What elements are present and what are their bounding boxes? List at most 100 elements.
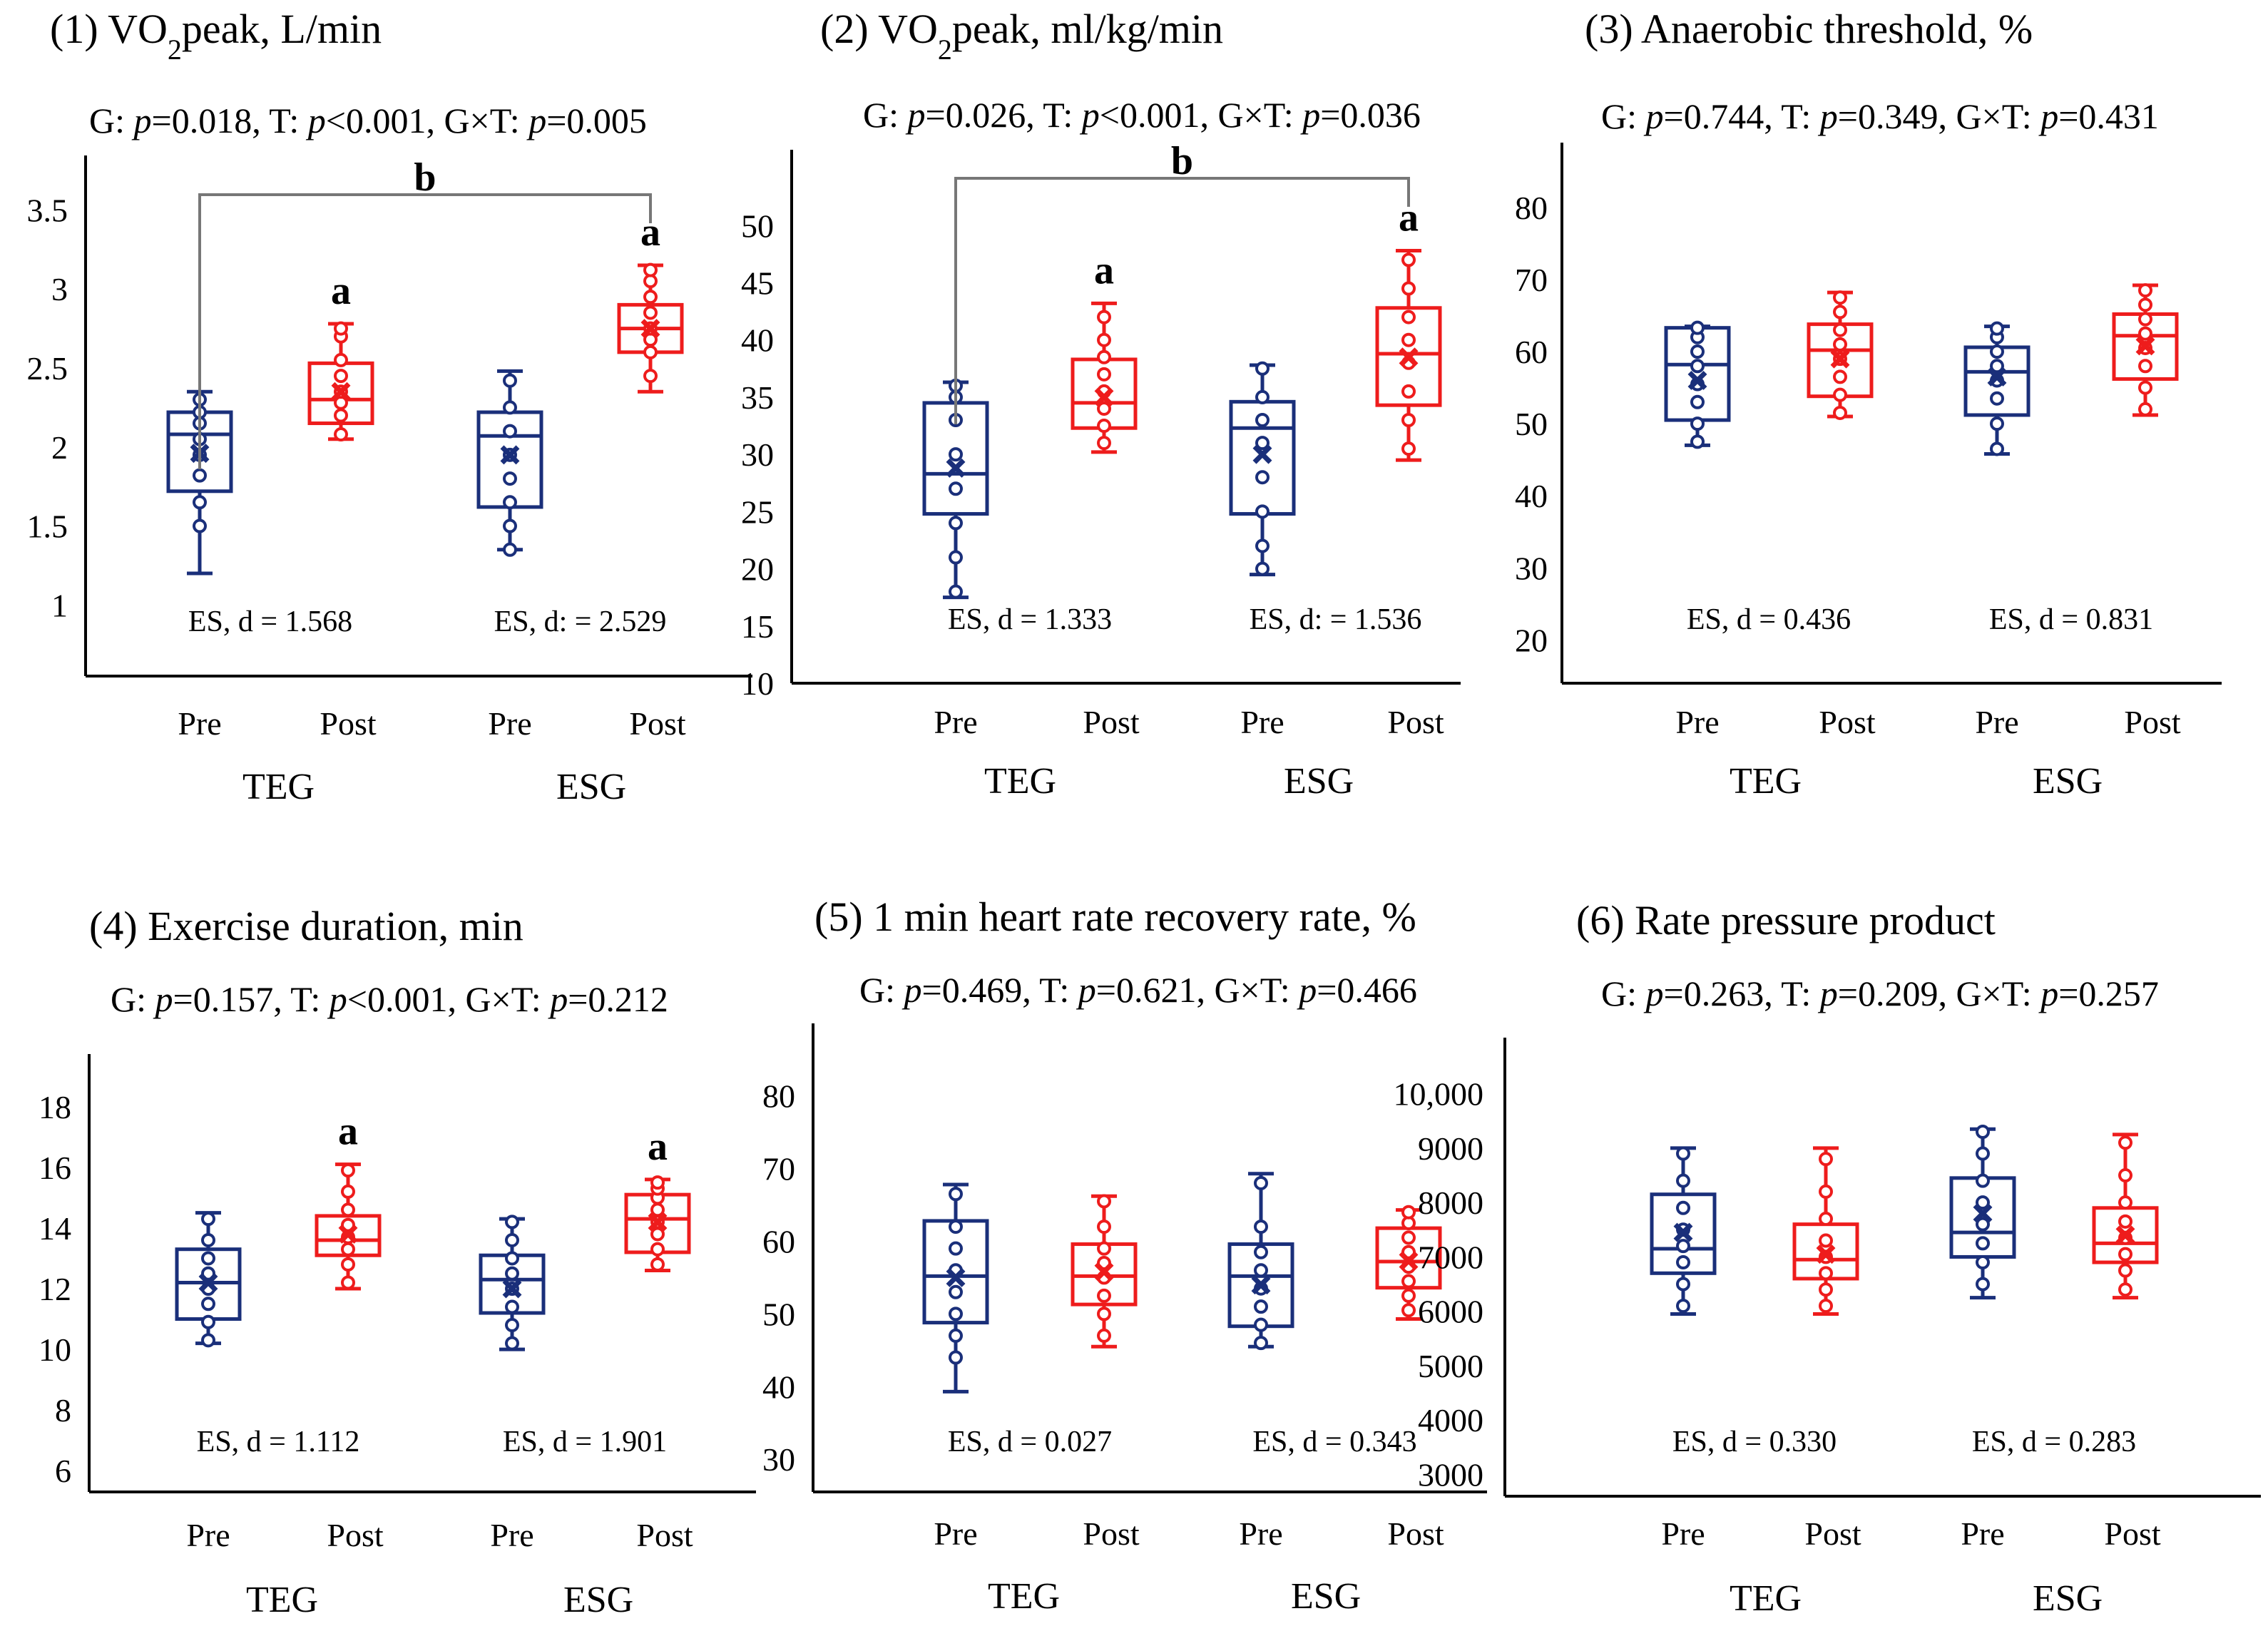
data-point xyxy=(1990,359,2004,374)
data-point xyxy=(1255,361,1270,376)
pre-label: Pre xyxy=(1661,1515,1705,1552)
data-point xyxy=(1401,1288,1416,1303)
y-tick-label: 60 xyxy=(1515,334,1548,370)
y-tick-label: 3 xyxy=(51,271,68,307)
data-point xyxy=(650,1242,665,1257)
esg-pre-box xyxy=(1963,321,2031,456)
data-point xyxy=(1097,436,1111,451)
sig-a-label: a xyxy=(331,269,351,313)
sig-b-label: b xyxy=(1171,139,1193,183)
esg-pre-box xyxy=(1949,1125,2016,1300)
data-point xyxy=(1255,413,1270,427)
mean-marker xyxy=(1816,1244,1836,1264)
data-point xyxy=(650,1257,665,1272)
data-point xyxy=(1819,1184,1833,1199)
data-point xyxy=(1097,367,1111,382)
y-tick-label: 18 xyxy=(39,1089,71,1125)
y-tick-label: 6 xyxy=(55,1453,71,1489)
data-point xyxy=(1097,1307,1111,1321)
sig-b-label: b xyxy=(414,155,436,200)
stats-line: G: p=0.744, T: p=0.349, G×T: p=0.431 xyxy=(1601,96,2159,136)
data-point xyxy=(1690,416,1705,431)
data-point xyxy=(201,1251,215,1266)
y-tick-label: 50 xyxy=(1515,406,1548,442)
mean-marker xyxy=(1252,444,1272,464)
data-point xyxy=(1097,1328,1111,1343)
mean-marker xyxy=(1687,370,1707,390)
data-point xyxy=(1976,1277,1990,1292)
data-point xyxy=(1819,1266,1833,1281)
stats-line: G: p=0.469, T: p=0.621, G×T: p=0.466 xyxy=(859,970,1417,1010)
data-point xyxy=(2118,1282,2132,1297)
panel-1: (1) VO2peak, L/min G: p=0.018, T: p<0.001… xyxy=(27,6,752,807)
mean-marker xyxy=(2115,1225,2135,1245)
esg-post-box xyxy=(2092,1132,2159,1300)
data-point xyxy=(201,1232,215,1247)
data-point xyxy=(1676,1173,1690,1188)
data-point xyxy=(643,369,658,384)
y-tick-label: 16 xyxy=(39,1150,71,1186)
post-label: Post xyxy=(1387,704,1444,740)
data-point xyxy=(1690,359,1705,374)
y-tick-label: 30 xyxy=(741,436,774,473)
data-point xyxy=(193,468,207,483)
y-tick-label: 7000 xyxy=(1418,1239,1483,1275)
group-label-esg: ESG xyxy=(2033,1578,2103,1619)
data-point xyxy=(341,1275,355,1290)
data-point xyxy=(1990,321,2004,336)
post-label: Post xyxy=(1083,704,1139,740)
data-point xyxy=(2138,283,2152,298)
esg-pre-box xyxy=(476,369,543,557)
data-point xyxy=(1833,322,1847,337)
data-point xyxy=(341,1257,355,1272)
data-point xyxy=(1676,1299,1690,1314)
y-tick-label: 1.5 xyxy=(27,508,68,545)
data-point xyxy=(505,1215,519,1229)
esg-post-box xyxy=(1375,249,1442,462)
y-tick-label: 3000 xyxy=(1418,1456,1483,1493)
group-label-esg: ESG xyxy=(1284,761,1354,802)
data-point xyxy=(1097,1288,1111,1303)
data-point xyxy=(503,495,517,510)
mean-marker xyxy=(1830,349,1850,369)
data-point xyxy=(505,1336,519,1351)
data-point xyxy=(1401,332,1416,347)
data-point xyxy=(2138,380,2152,395)
data-point xyxy=(1819,1299,1833,1314)
data-point xyxy=(1255,538,1270,553)
data-point xyxy=(949,1307,963,1321)
stats-line: G: p=0.157, T: p<0.001, G×T: p=0.212 xyxy=(111,979,668,1019)
data-point xyxy=(2118,1247,2132,1262)
panel-5: (5) 1 min heart rate recovery rate, % G: … xyxy=(762,894,1487,1617)
data-point xyxy=(1833,337,1847,352)
chart-title: (4) Exercise duration, min xyxy=(89,903,523,949)
data-point xyxy=(949,1187,963,1202)
group-label-esg: ESG xyxy=(563,1580,633,1620)
data-point xyxy=(1254,1336,1268,1351)
data-point xyxy=(1255,389,1270,404)
y-tick-label: 8000 xyxy=(1418,1185,1483,1221)
data-point xyxy=(2138,326,2152,341)
esg-pre-box xyxy=(1229,361,1296,577)
data-point xyxy=(503,373,517,388)
y-tick-label: 70 xyxy=(762,1151,795,1187)
mean-marker xyxy=(338,1224,358,1244)
pre-label: Pre xyxy=(1961,1515,2004,1552)
data-point xyxy=(503,400,517,415)
post-label: Post xyxy=(1387,1515,1444,1552)
data-point xyxy=(341,1202,355,1217)
data-point xyxy=(341,1163,355,1178)
esg-pre-box xyxy=(479,1215,546,1351)
data-point xyxy=(1254,1299,1268,1314)
pre-label: Pre xyxy=(186,1517,230,1553)
esg-pre-box xyxy=(1227,1172,1294,1351)
group-label-esg: ESG xyxy=(556,767,626,807)
teg-post-box xyxy=(315,1162,382,1291)
data-point xyxy=(650,1227,665,1242)
data-point xyxy=(1976,1173,1990,1188)
pre-label: Pre xyxy=(1975,704,2018,740)
pre-label: Pre xyxy=(1675,704,1719,740)
data-point xyxy=(1833,305,1847,319)
sig-bracket xyxy=(954,177,1410,424)
